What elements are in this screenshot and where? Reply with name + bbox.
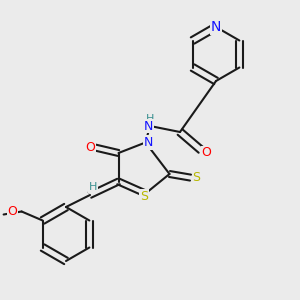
- Text: N: N: [211, 20, 221, 34]
- Text: N: N: [144, 136, 153, 149]
- Text: S: S: [140, 190, 148, 203]
- Text: H: H: [146, 113, 154, 124]
- Text: O: O: [8, 205, 18, 218]
- Text: N: N: [144, 119, 153, 133]
- Text: S: S: [193, 171, 200, 184]
- Text: H: H: [89, 182, 97, 193]
- Text: O: O: [85, 141, 95, 154]
- Text: O: O: [202, 146, 211, 160]
